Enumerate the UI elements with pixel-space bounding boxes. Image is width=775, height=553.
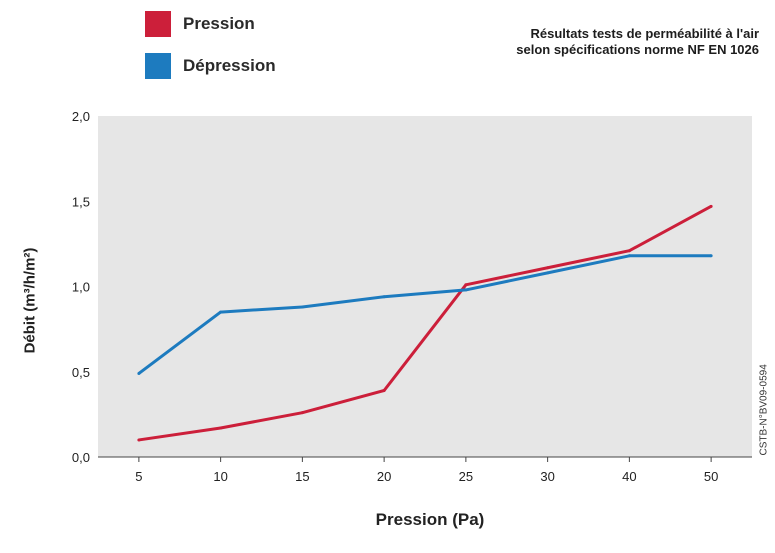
data-point-pression: [464, 283, 468, 287]
data-point-pression: [219, 426, 223, 430]
y-tick-label: 1,5: [72, 194, 90, 209]
y-axis-label: Débit (m³/h/m²): [21, 247, 39, 354]
legend-label-depression: Dépression: [183, 56, 276, 75]
x-axis-label: Pression (Pa): [375, 510, 485, 529]
data-point-depression: [382, 295, 386, 299]
data-point-pression: [137, 438, 141, 442]
series-line-depression: [137, 254, 712, 375]
x-tick-label: 50: [704, 469, 718, 484]
test-note-line2: selon spécifications norme NF EN 1026: [516, 42, 759, 57]
x-tick-label: 10: [213, 469, 227, 484]
data-point-pression: [300, 411, 304, 415]
x-tick-label: 30: [540, 469, 554, 484]
certification-reference: CSTB-N°BV09-0594: [758, 364, 770, 456]
legend: Pression Dépression: [145, 8, 276, 92]
series-line-pression: [138, 205, 712, 442]
y-tick-label: 0,0: [72, 450, 90, 465]
data-point-pression: [709, 204, 713, 208]
test-note-line1: Résultats tests de perméabilité à l'air: [530, 26, 759, 41]
legend-label-pression: Pression: [183, 14, 255, 33]
x-tick-label: 5: [135, 469, 142, 484]
legend-swatch-depression: [145, 53, 171, 79]
legend-swatch-pression: [145, 11, 171, 37]
data-point-depression: [219, 310, 223, 314]
data-point-depression: [627, 254, 631, 258]
x-tick-label: 40: [622, 469, 636, 484]
y-tick-label: 1,0: [72, 280, 90, 295]
x-tick-label: 15: [295, 469, 309, 484]
plot-area: [98, 116, 752, 457]
data-point-depression: [300, 305, 304, 309]
data-point-depression: [709, 254, 713, 258]
y-tick-label: 2,0: [72, 109, 90, 124]
legend-item-pression: Pression: [145, 8, 276, 40]
data-point-depression: [546, 271, 550, 275]
data-point-pression: [546, 266, 550, 270]
legend-item-depression: Dépression: [145, 50, 276, 82]
y-tick-label: 0,5: [72, 365, 90, 380]
data-point-pression: [382, 389, 386, 393]
data-point-depression: [137, 371, 141, 375]
x-tick-label: 25: [459, 469, 473, 484]
test-note: Résultats tests de perméabilité à l'air …: [299, 26, 759, 58]
x-tick-label: 20: [377, 469, 391, 484]
data-point-depression: [464, 288, 468, 292]
data-point-pression: [627, 249, 631, 253]
